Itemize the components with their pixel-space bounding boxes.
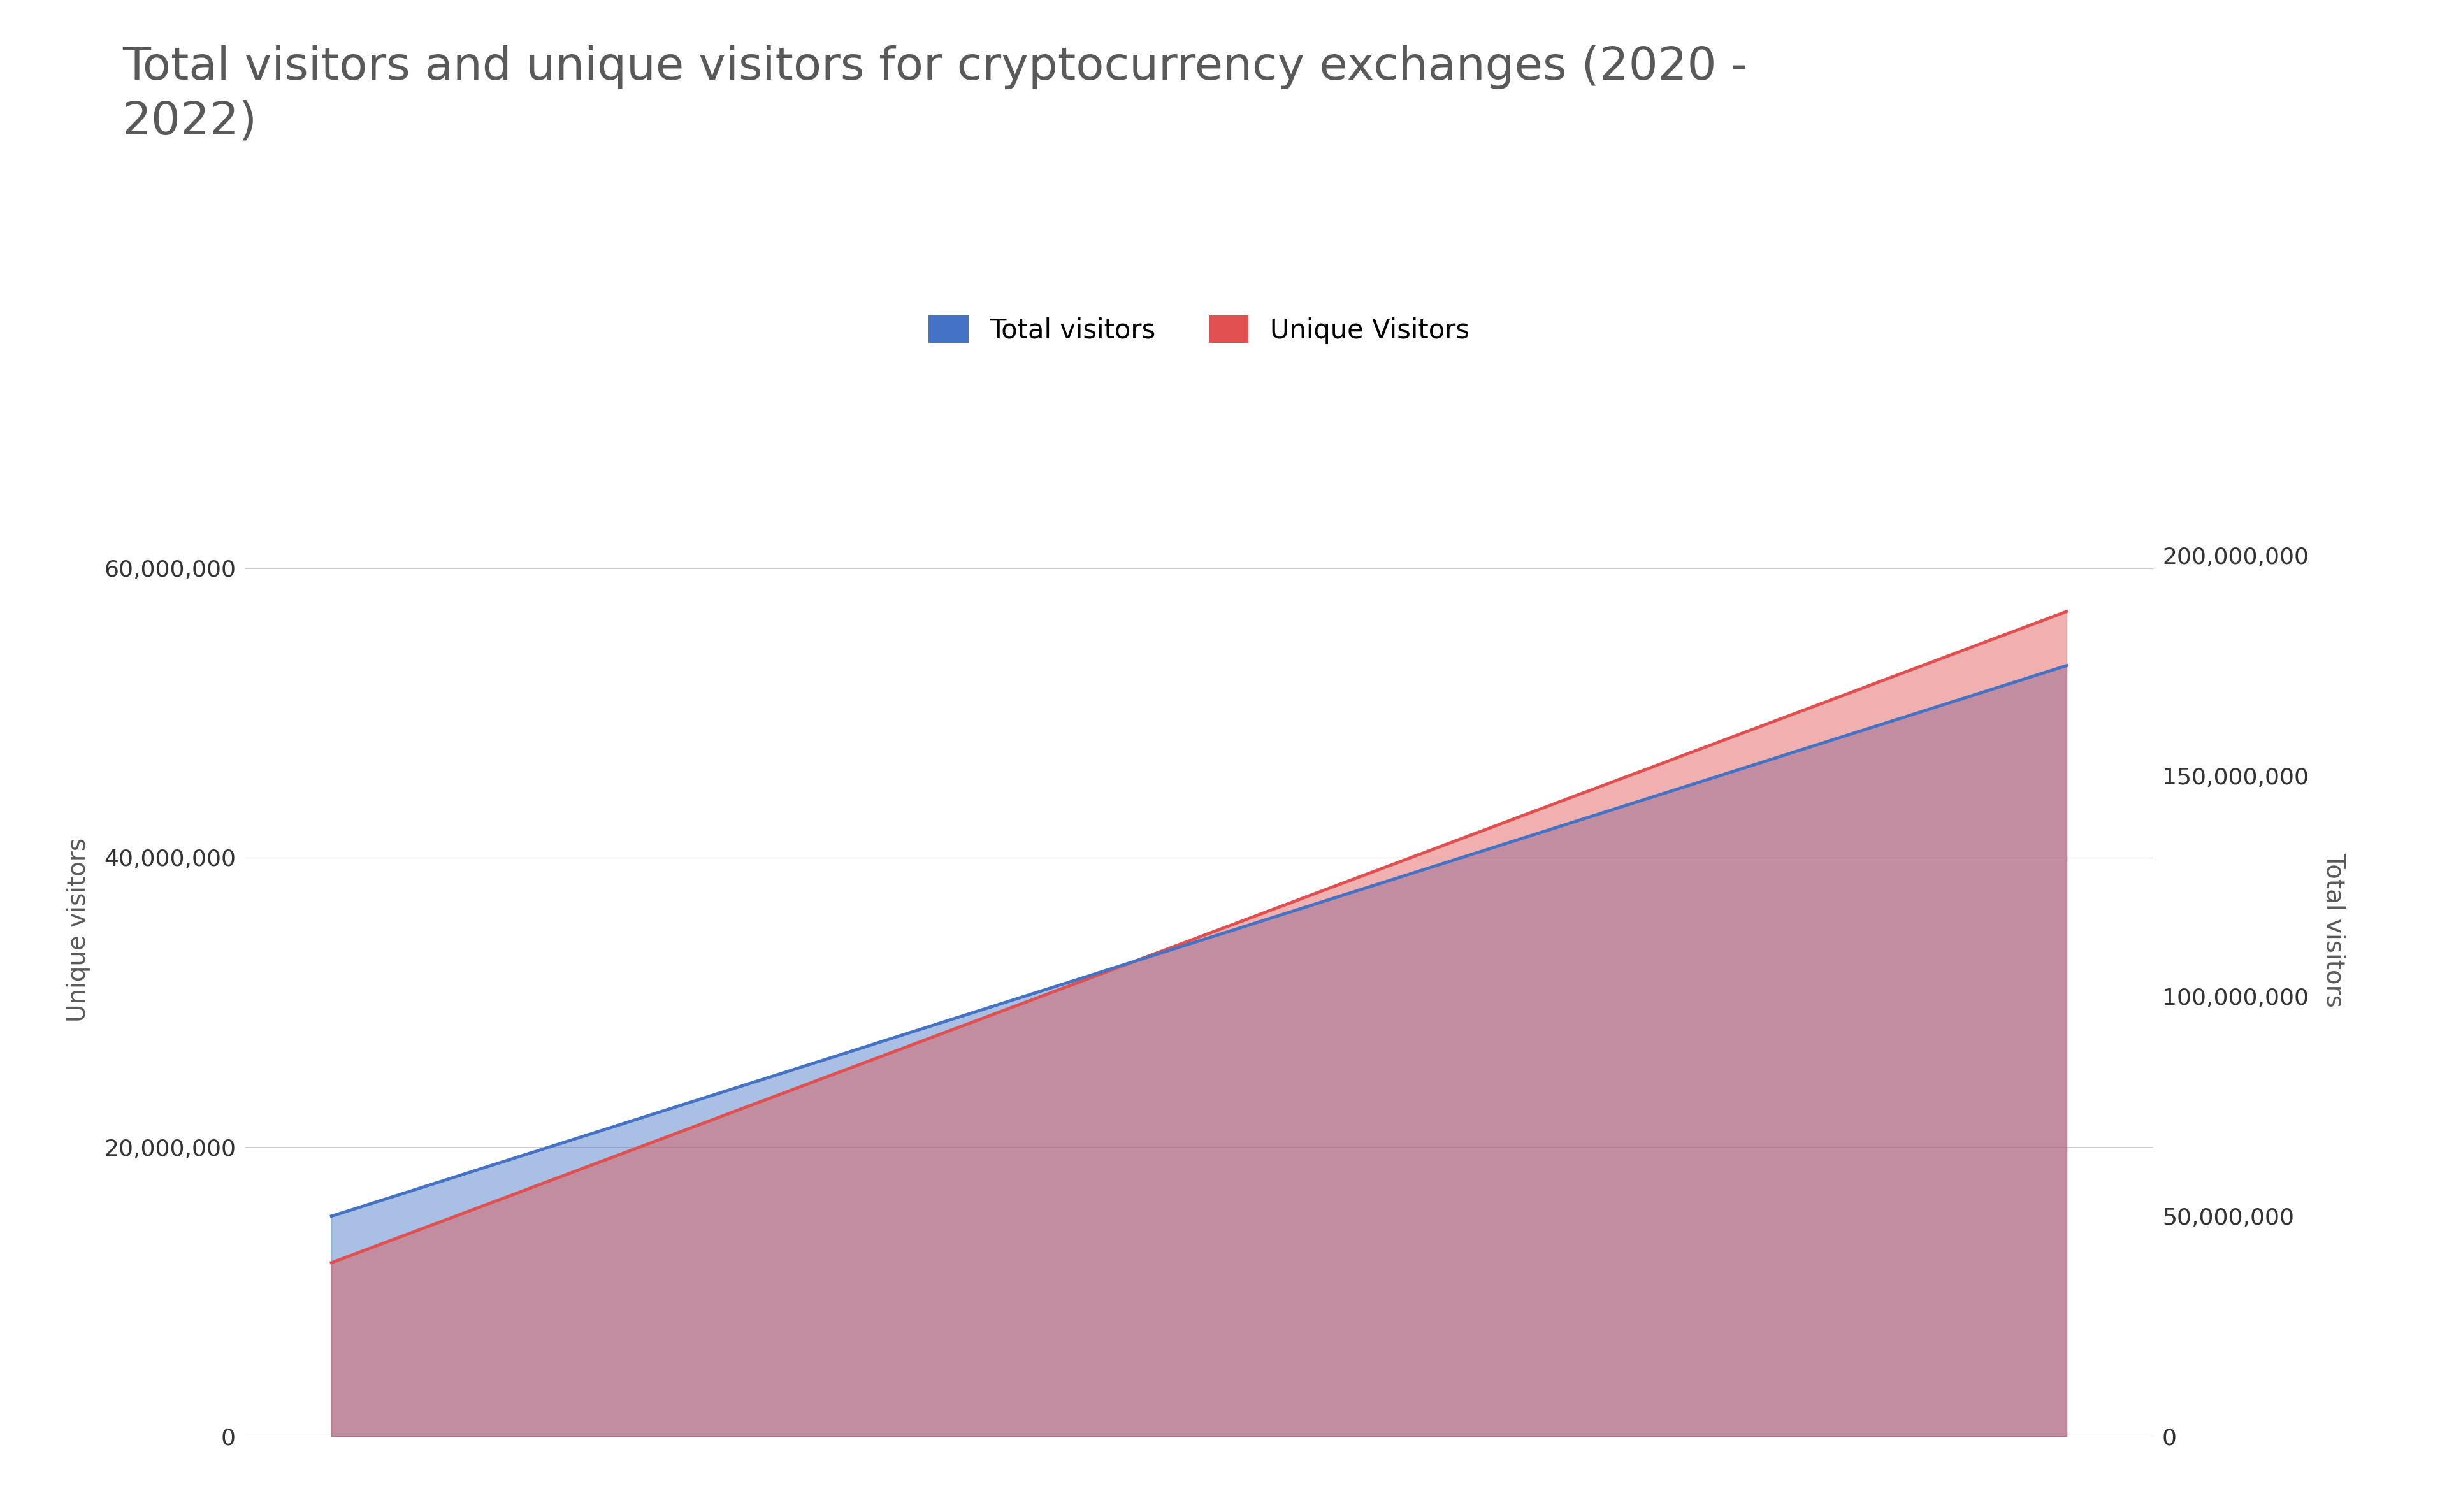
Legend: Total visitors, Unique Visitors: Total visitors, Unique Visitors [918, 305, 1480, 354]
Y-axis label: Total visitors: Total visitors [2322, 853, 2347, 1007]
Text: Total visitors and unique visitors for cryptocurrency exchanges (2020 -
2022): Total visitors and unique visitors for c… [122, 45, 1747, 144]
Y-axis label: Unique visitors: Unique visitors [66, 838, 91, 1022]
